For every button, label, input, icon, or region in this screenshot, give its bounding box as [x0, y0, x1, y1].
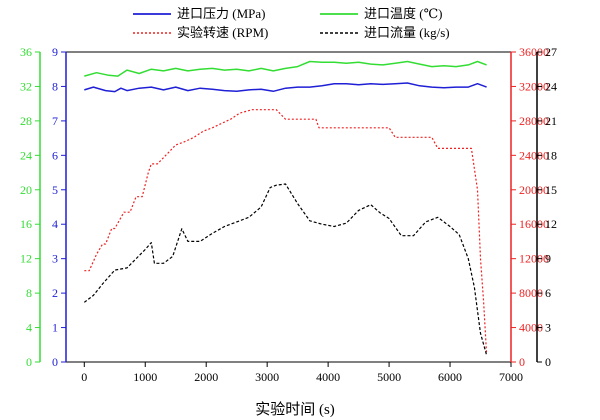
- x-tick-label: 0: [81, 370, 87, 384]
- pressure-tick-label: 0: [52, 355, 58, 369]
- legend-label-temperature: 进口温度 (℃): [364, 6, 442, 21]
- temperature-tick-label: 16: [20, 217, 32, 231]
- temperature-tick-label: 0: [26, 355, 32, 369]
- legend: 进口压力 (MPa) 进口温度 (℃) 实验转速 (RPM) 进口流量 (kg/s): [133, 6, 450, 40]
- temperature-tick-label: 12: [20, 252, 32, 266]
- x-axis-title: 实验时间 (s): [255, 401, 335, 418]
- rpm-tick-label: 36000: [519, 45, 549, 59]
- series-line-rpm: [84, 109, 488, 355]
- pressure-tick-label: 2: [52, 286, 58, 300]
- series-line-pressure: [84, 82, 487, 93]
- legend-label-pressure: 进口压力 (MPa): [177, 6, 265, 21]
- rpm-tick-label: 32000: [519, 79, 549, 93]
- flow-tick-label: 0: [545, 355, 551, 369]
- flow-tick-label: 15: [545, 183, 557, 197]
- flow-tick-label: 6: [545, 286, 551, 300]
- pressure-tick-label: 3: [52, 252, 58, 266]
- series-line-temperature: [84, 60, 487, 77]
- legend-label-flow: 进口流量 (kg/s): [364, 25, 450, 40]
- x-tick-label: 2000: [194, 370, 218, 384]
- pressure-tick-label: 6: [52, 148, 58, 162]
- temperature-tick-label: 28: [20, 114, 32, 128]
- temperature-tick-label: 20: [20, 183, 32, 197]
- x-tick-label: 3000: [255, 370, 279, 384]
- x-tick-label: 5000: [377, 370, 401, 384]
- flow-tick-label: 21: [545, 114, 557, 128]
- rpm-tick-label: 16000: [519, 217, 549, 231]
- x-tick-label: 4000: [316, 370, 340, 384]
- rpm-tick-label: 28000: [519, 114, 549, 128]
- flow-tick-label: 9: [545, 252, 551, 266]
- flow-tick-label: 27: [545, 45, 557, 59]
- plot-frame: [66, 51, 511, 363]
- flow-tick-label: 24: [545, 79, 557, 93]
- temperature-tick-label: 24: [20, 148, 32, 162]
- pressure-tick-label: 4: [52, 217, 58, 231]
- temperature-tick-label: 32: [20, 79, 32, 93]
- pressure-tick-label: 9: [52, 45, 58, 59]
- pressure-tick-label: 5: [52, 183, 58, 197]
- rpm-tick-label: 0: [519, 355, 525, 369]
- temperature-tick-label: 4: [26, 321, 32, 335]
- temperature-tick-label: 36: [20, 45, 32, 59]
- series-layer: [83, 60, 488, 356]
- x-tick-label: 1000: [133, 370, 157, 384]
- flow-tick-label: 3: [545, 321, 551, 335]
- temperature-tick-label: 8: [26, 286, 32, 300]
- flow-tick-label: 18: [545, 148, 557, 162]
- rpm-tick-label: 24000: [519, 148, 549, 162]
- rpm-tick-label: 20000: [519, 183, 549, 197]
- pressure-tick-label: 8: [52, 79, 58, 93]
- x-tick-label: 6000: [438, 370, 462, 384]
- rpm-tick-label: 12000: [519, 252, 549, 266]
- legend-label-rpm: 实验转速 (RPM): [177, 25, 268, 40]
- pressure-tick-label: 1: [52, 321, 58, 335]
- pressure-tick-label: 7: [52, 114, 58, 128]
- axes-layer: 0 1000 2000 3000 4000 5000 6000 700001234567890…: [20, 45, 557, 384]
- series-line-flow: [83, 183, 488, 356]
- flow-tick-label: 12: [545, 217, 557, 231]
- x-tick-label: 7000: [499, 370, 523, 384]
